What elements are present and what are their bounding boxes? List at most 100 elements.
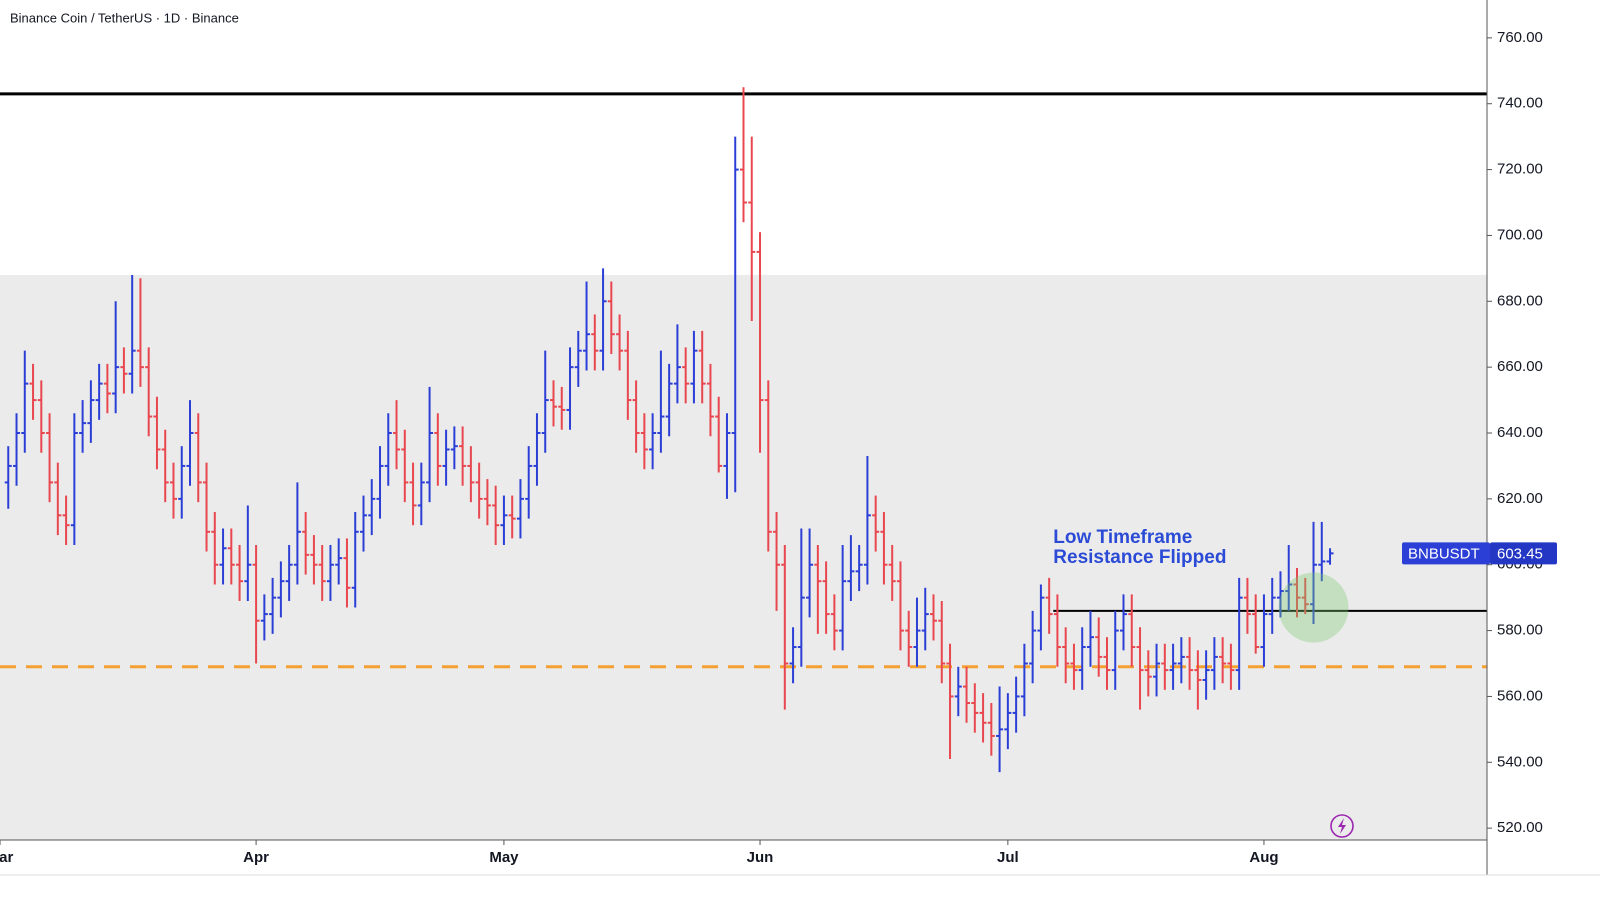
ohlc-bar [525,446,533,519]
ohlc-bar [963,666,971,723]
ohlc-bar [459,426,467,486]
ohlc-bar [913,597,921,667]
ohlc-bar [1260,594,1268,667]
y-tick-label: 740.00 [1497,95,1543,112]
ohlc-bar [996,686,1004,773]
ohlc-bar [599,268,607,371]
ohlc-bar [483,479,491,526]
ohlc-bar [649,413,657,470]
ohlc-bar [896,561,904,651]
ohlc-bar [475,462,483,519]
ohlc-bar [417,462,425,526]
ohlc-bar [657,350,665,453]
ohlc-bar [260,594,268,641]
ohlc-bar [1227,643,1235,690]
ohlc-bar [161,429,169,503]
ohlc-bar [103,363,111,414]
ohlc-bar [219,528,227,585]
ohlc-bar [203,462,211,552]
ohlc-bar [830,594,838,651]
ohlc-bar [310,535,318,585]
ohlc-bar [1293,568,1301,618]
ohlc-bar [1301,577,1309,615]
ohlc-bar [1053,594,1061,667]
x-tick-label: Jun [747,849,774,866]
ohlc-bar [1144,650,1152,697]
ohlc-bar [178,446,186,519]
ohlc-bar [1020,643,1028,717]
ohlc-bar [1004,693,1012,750]
ohlc-bar [46,413,54,503]
ohlc-bar [186,400,194,486]
ohlc-bar [211,512,219,585]
ohlc-bar [1276,571,1284,618]
y-tick-label: 540.00 [1497,753,1543,770]
price-tag-bg [1490,542,1557,565]
ohlc-bar [1194,650,1202,710]
ohlc-bar [335,538,343,585]
ohlc-bar [244,505,252,601]
ohlc-bar [29,363,37,420]
ohlc-bar [632,380,640,453]
ohlc-bar [607,281,615,354]
ohlc-bar [1202,650,1210,700]
ohlc-bar [169,462,177,519]
ohlc-bar [393,400,401,470]
x-tick-label: Aug [1249,849,1278,866]
ohlc-bar [1268,577,1276,634]
ohlc-bar [930,594,938,641]
y-tick-label: 660.00 [1497,358,1543,375]
ohlc-bar [1120,594,1128,651]
ohlc-bar [541,350,549,453]
ohlc-bar [450,426,458,470]
ohlc-bar [566,347,574,430]
ohlc-bar [624,330,632,420]
replay-icon[interactable] [1330,814,1354,838]
ohlc-bar [442,429,450,486]
ohlc-bar [1318,521,1326,582]
ohlc-bar [368,479,376,536]
ohlc-bar [70,413,78,545]
ohlc-bar [13,413,21,486]
ohlc-bar [706,363,714,437]
ohlc-bar [781,544,789,710]
ohlc-bar [153,396,161,470]
ohlc-bar [574,330,582,387]
ohlc-bar [1210,637,1218,690]
y-tick-label: 760.00 [1497,29,1543,46]
ohlc-bar [467,446,475,503]
ohlc-bar [549,380,557,427]
ohlc-bar [302,512,310,575]
ohlc-bar [351,512,359,608]
ohlc-bar [1078,627,1086,690]
ohlc-bar [492,485,500,545]
ohlc-bar [773,512,781,611]
annotation: Low Timeframe [1053,527,1192,548]
ohlc-bar [384,413,392,486]
ohlc-bar [921,587,929,651]
y-tick-label: 620.00 [1497,490,1543,507]
ohlc-bar [1103,637,1111,690]
y-tick-label: 560.00 [1497,687,1543,704]
ohlc-bar [682,347,690,404]
ohlc-bar [95,363,103,420]
ohlc-bar [54,462,62,536]
y-tick-label: 700.00 [1497,226,1543,243]
y-tick-label: 520.00 [1497,819,1543,836]
ohlc-bar [979,693,987,743]
ohlc-bar [1037,584,1045,651]
ohlc-bar [806,528,814,618]
ohlc-bar [863,456,871,585]
ohlc-bar [21,350,29,453]
ohlc-bar [136,278,144,387]
ohlc-bar [37,380,45,453]
ohlc-bar [764,380,772,552]
ohlc-bar [533,413,541,486]
ohlc-bar [814,544,822,634]
ohlc-bar [426,386,434,503]
ohlc-bar [1161,643,1169,690]
ohlc-bar [789,627,797,684]
ohlc-bar [616,314,624,371]
ohlc-bar [847,535,855,601]
ohlc-bar [880,512,888,585]
